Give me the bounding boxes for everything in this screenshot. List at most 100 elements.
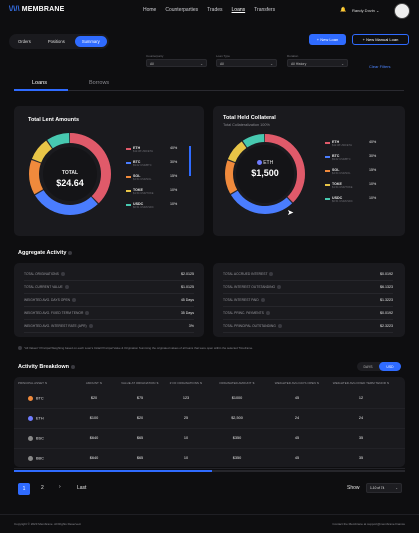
table-cell: 10: [183, 436, 189, 440]
table-cell: 35: [358, 456, 364, 460]
tab-orders[interactable]: Orders: [18, 39, 31, 44]
table-row[interactable]: ETH $100 $20 25 $2,500 24 24: [14, 409, 405, 429]
column-header[interactable]: PRINCIPAL ASSET ⇅: [18, 381, 48, 385]
user-menu[interactable]: Randy Dovin ⌄: [352, 8, 379, 13]
info-icon[interactable]: [64, 285, 69, 290]
aggregate-key: WEIGHTED AVG. FIXED TERM TENOR: [24, 311, 90, 316]
new-manual-loan-button[interactable]: + New Manual Loan: [352, 34, 409, 45]
table-cell: $350: [232, 456, 242, 460]
last-page-button[interactable]: Last: [77, 485, 87, 491]
new-loan-button[interactable]: + New Loan: [309, 34, 346, 45]
lent-legend-pct: 10%: [170, 188, 178, 192]
next-page-button[interactable]: ›: [59, 484, 61, 490]
table-cell: $1000: [231, 396, 243, 400]
collateral-segment-btc[interactable]: [225, 134, 305, 214]
collateral-legend-item[interactable]: BTC $9.02 USD/BTC: [325, 154, 351, 161]
duration-select[interactable]: All History ⌄: [287, 59, 348, 67]
info-icon[interactable]: [71, 364, 76, 369]
table-row[interactable]: BBC $640 $65 10 $350 45 35: [14, 449, 405, 469]
subtab-loans[interactable]: Loans: [32, 80, 47, 86]
loan-type-select[interactable]: All ⌄: [216, 59, 277, 67]
lent-segment-btc[interactable]: [29, 133, 111, 215]
table-cell: $65: [136, 436, 144, 440]
breakdown-toggle: DAYS USD: [357, 362, 401, 371]
brand-logo[interactable]: \/\/\ MEMBRANE: [9, 6, 65, 13]
nav-counterparties[interactable]: Counterparties: [165, 7, 199, 13]
info-icon[interactable]: [68, 250, 73, 255]
table-scrollbar-thumb[interactable]: [14, 470, 212, 472]
table-row[interactable]: BTC $20 $75 123 $1000 45 12: [14, 389, 405, 409]
toggle-usd[interactable]: USD: [379, 362, 401, 371]
column-header[interactable]: ORIGINATED AMOUNT ⇅: [219, 381, 255, 385]
collateral-legend-item[interactable]: SOL $4.54 USD/SOL: [325, 168, 351, 175]
lent-title: Total Lent Amounts: [28, 117, 80, 123]
nav-home[interactable]: Home: [143, 7, 157, 13]
aggregate-key: TOTAL INTEREST OUTSTANDING: [223, 285, 282, 290]
legend-scrollbar[interactable]: [189, 146, 191, 176]
aggregate-value: $6.1323: [380, 285, 393, 289]
page-2-button[interactable]: 2: [41, 485, 44, 491]
view-tabs: Orders Positions Summary: [9, 34, 109, 49]
legend-name: TOKE: [332, 182, 342, 186]
table-cell: 24: [358, 416, 364, 420]
nav-loans[interactable]: Loans: [231, 7, 246, 13]
column-header[interactable]: VALUE AT ORIGINATION ⇅: [121, 381, 159, 385]
aggregate-row: TOTAL CURRENT VALUE $1.0125: [24, 281, 194, 294]
info-icon[interactable]: [265, 311, 270, 316]
collateral-card: Total Held Collateral Total Collateraliz…: [213, 106, 405, 236]
info-icon[interactable]: [269, 272, 274, 277]
legend-text: TOKE $1.54 USD/TOKE: [133, 188, 153, 195]
lent-segment-sol[interactable]: [29, 133, 111, 215]
lent-legend-item[interactable]: SOL $4.54 USD/SOL: [126, 174, 152, 181]
column-header[interactable]: # OF ORIGINATIONS ⇅: [169, 381, 203, 385]
lent-segment-eth[interactable]: [29, 133, 111, 215]
aggregate-row: TOTAL INTEREST PAID $1.3223: [223, 294, 393, 307]
lent-legend-item[interactable]: BTC $9.02 USD/BTC: [126, 160, 152, 167]
counterparty-select[interactable]: All ⌄: [146, 59, 207, 67]
info-icon[interactable]: [88, 324, 93, 329]
info-icon[interactable]: [72, 298, 77, 303]
page-size-select[interactable]: 1-10 of 74 ⌄: [366, 483, 402, 493]
chevron-down-icon: ⌄: [395, 486, 398, 490]
collateral-segment-sol[interactable]: [225, 134, 305, 214]
aggregate-key: WEIGHTED AVG. INTEREST RATE (APR): [24, 324, 93, 329]
bell-icon[interactable]: 🔔: [340, 7, 347, 13]
legend-swatch: [325, 184, 330, 186]
collateral-legend-item[interactable]: TOKE $1.54 USD/TOKE: [325, 182, 352, 189]
table-row[interactable]: BSC $640 $65 10 $350 45 35: [14, 429, 405, 449]
info-icon[interactable]: [60, 272, 65, 277]
aggregate-key: TOTAL PRINC. PAYMENTS: [223, 311, 270, 316]
collateral-segment-eth[interactable]: [225, 134, 305, 214]
info-icon[interactable]: [277, 324, 282, 329]
nav-transfers[interactable]: Transfers: [254, 7, 276, 13]
table-cell: 35: [358, 436, 364, 440]
tab-positions[interactable]: Positions: [47, 39, 65, 44]
chevron-down-icon: ⌄: [200, 61, 203, 66]
page-1-button[interactable]: 1: [18, 483, 30, 495]
info-icon[interactable]: [277, 285, 282, 290]
collateral-legend-item[interactable]: ETH $12.38 USD/ETH: [325, 140, 352, 147]
legend-sub: $9.02 USD/BTC: [332, 158, 351, 161]
footer-contact[interactable]: Contact the Membrane at support@membrane…: [332, 522, 405, 526]
nav-trades[interactable]: Trades: [207, 7, 223, 13]
lent-donut-hole: [43, 147, 97, 201]
table-cell: $350: [232, 436, 242, 440]
toggle-days[interactable]: DAYS: [363, 364, 373, 369]
clear-filters-link[interactable]: Clear Filters: [369, 64, 391, 69]
column-header[interactable]: WEIGHTED AVG FIXED TERM TENOR ⇅: [332, 381, 390, 385]
aggregate-value: 45 Days: [180, 298, 194, 302]
subtab-indicator: [14, 89, 68, 91]
column-header[interactable]: WEIGHTED AVG DAYS OPEN ⇅: [274, 381, 320, 385]
collateral-legend-item[interactable]: USDC $0.51 USD/USDC: [325, 196, 353, 203]
subtab-borrows[interactable]: Borrows: [89, 80, 110, 86]
lent-legend-pct: 40%: [170, 146, 178, 150]
lent-legend-item[interactable]: USDC $0.51 USD/USDC: [126, 202, 154, 209]
info-icon[interactable]: [85, 311, 90, 316]
column-header[interactable]: AMOUNT ⇅: [85, 381, 103, 385]
lent-legend-item[interactable]: ETH $12.38 USD/ETH: [126, 146, 153, 153]
info-icon[interactable]: [260, 298, 265, 303]
lent-legend-item[interactable]: TOKE $1.54 USD/TOKE: [126, 188, 153, 195]
tab-summary[interactable]: Summary: [74, 36, 107, 47]
coin-icon: [28, 436, 33, 441]
avatar[interactable]: [394, 3, 410, 19]
